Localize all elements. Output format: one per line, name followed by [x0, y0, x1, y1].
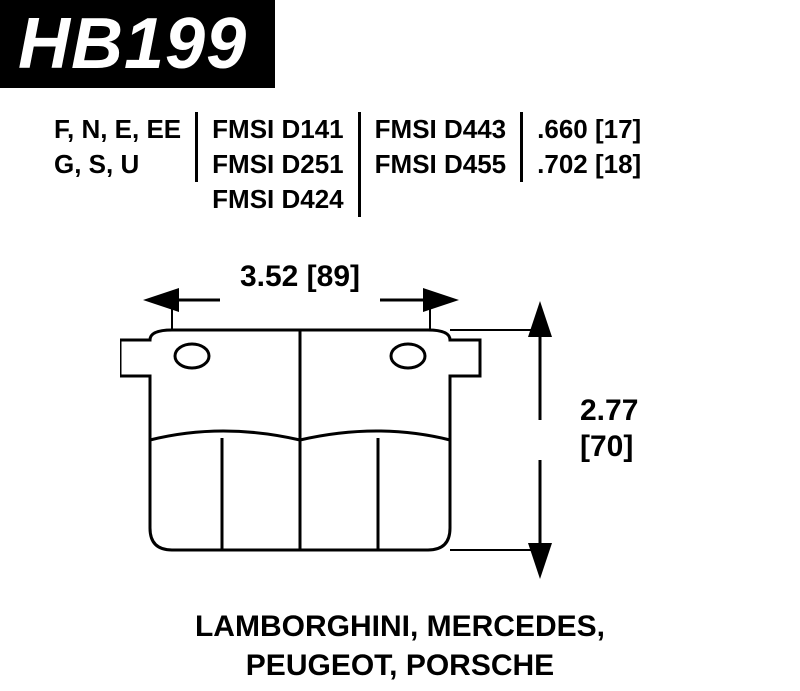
fmsi-a-3: FMSI D424: [212, 182, 344, 217]
info-col-compounds: F, N, E, EE G, S, U: [40, 112, 198, 182]
part-number-header: HB199: [0, 0, 275, 88]
fmsi-b-1: FMSI D443: [375, 112, 507, 147]
vehicle-makes-footer: LAMBORGHINI, MERCEDES, PEUGEOT, PORSCHE: [0, 607, 800, 685]
fmsi-b-2: FMSI D455: [375, 147, 507, 182]
compounds-line-2: G, S, U: [54, 147, 181, 182]
thickness-2: .702 [18]: [537, 147, 641, 182]
part-number: HB199: [18, 3, 247, 85]
info-col-thickness: .660 [17] .702 [18]: [523, 112, 655, 182]
svg-text:3.52 [89]: 3.52 [89]: [240, 260, 360, 293]
thickness-1: .660 [17]: [537, 112, 641, 147]
svg-text:2.77: 2.77: [580, 394, 638, 427]
info-col-fmsi-a: FMSI D141 FMSI D251 FMSI D424: [198, 112, 361, 217]
fmsi-a-2: FMSI D251: [212, 147, 344, 182]
info-row: F, N, E, EE G, S, U FMSI D141 FMSI D251 …: [40, 112, 655, 217]
brake-pad-diagram: 3.52 [89] 2.77[70]: [120, 260, 680, 620]
makes-line-2: PEUGEOT, PORSCHE: [0, 646, 800, 685]
compounds-line-1: F, N, E, EE: [54, 112, 181, 147]
fmsi-a-1: FMSI D141: [212, 112, 344, 147]
diagram-area: 3.52 [89] 2.77[70]: [120, 260, 680, 620]
info-col-fmsi-b: FMSI D443 FMSI D455: [361, 112, 524, 182]
makes-line-1: LAMBORGHINI, MERCEDES,: [0, 607, 800, 646]
svg-text:[70]: [70]: [580, 430, 633, 463]
